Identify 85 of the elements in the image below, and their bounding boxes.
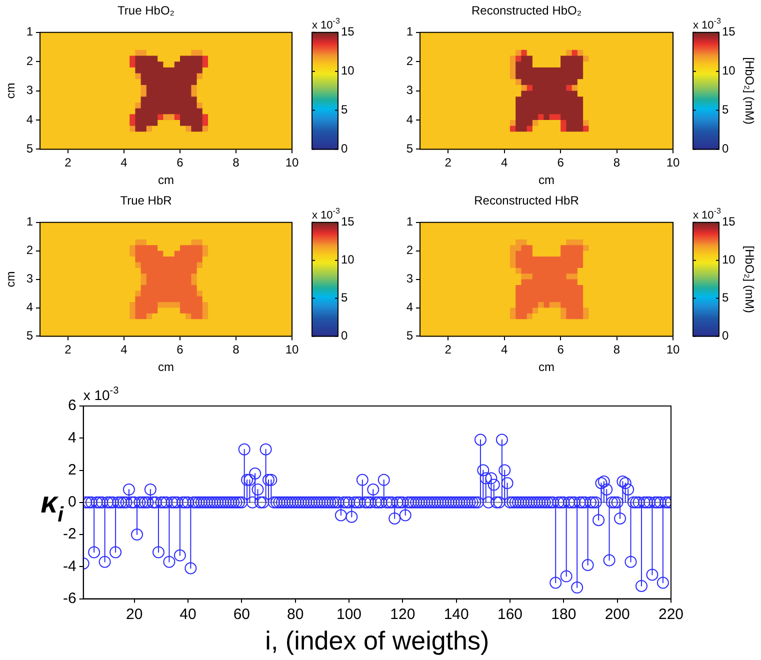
x-tick-label: 10 bbox=[285, 156, 299, 170]
chart-title: Reconstructed HbR bbox=[474, 194, 580, 208]
x-tick-label: 120 bbox=[390, 606, 416, 623]
y-tick-label: 2 bbox=[68, 461, 76, 478]
chart-title: True HbR bbox=[120, 194, 172, 208]
chart-title: True HbO₂ bbox=[118, 4, 175, 18]
y-tick-label: 0 bbox=[68, 494, 76, 511]
x-tick-label: 180 bbox=[551, 606, 576, 623]
x-axis-title: cm bbox=[538, 360, 554, 374]
x-tick-label: 20 bbox=[126, 606, 143, 623]
y-tick-label: -4 bbox=[62, 558, 76, 575]
y-tick-label: 4 bbox=[26, 300, 34, 314]
y-tick-label: 5 bbox=[26, 142, 34, 156]
color-bar-label: 15 bbox=[341, 24, 355, 39]
color-bar-label: 0 bbox=[341, 142, 348, 156]
x-tick-label: 2 bbox=[444, 342, 452, 357]
x-tick-label: 220 bbox=[658, 606, 684, 623]
color-bar-label: 0 bbox=[341, 328, 348, 343]
color-bar-label: 5 bbox=[722, 290, 729, 305]
x-tick-label: 8 bbox=[232, 156, 240, 170]
color-bar-label: 15 bbox=[341, 214, 355, 229]
x-axis-title: i, (index of weigths) bbox=[265, 626, 490, 656]
y-tick-label: 6 bbox=[68, 397, 76, 414]
color-bar-title: [HbO₂] (mM) bbox=[742, 57, 757, 124]
x-tick-label: 4 bbox=[500, 342, 508, 357]
y-tick-label: 3 bbox=[26, 83, 34, 98]
x-tick-label: 4 bbox=[120, 156, 128, 170]
y-axis-title: cm bbox=[4, 271, 18, 288]
y-axis-title: cm bbox=[4, 82, 18, 99]
x-tick-label: 6 bbox=[176, 156, 184, 170]
x-tick-label: 40 bbox=[180, 606, 196, 623]
x-tick-label: 60 bbox=[233, 606, 250, 623]
y-tick-label: 2 bbox=[26, 54, 34, 68]
y-tick-label: 1 bbox=[406, 214, 414, 229]
x-axis-title: cm bbox=[158, 173, 174, 188]
y-tick-label: 4 bbox=[406, 112, 414, 126]
y-tick-label: 4 bbox=[68, 429, 76, 446]
y-tick-label: 3 bbox=[26, 272, 34, 286]
y-tick-label: 5 bbox=[406, 328, 414, 343]
color-bar-label: 5 bbox=[341, 290, 348, 305]
x-tick-label: 100 bbox=[336, 606, 362, 623]
color-bar-label: 10 bbox=[722, 252, 736, 267]
color-bar-label: 15 bbox=[722, 214, 736, 229]
x-tick-label: 8 bbox=[613, 342, 620, 357]
y-tick-label: 3 bbox=[406, 83, 414, 98]
x-tick-label: 10 bbox=[666, 342, 680, 357]
y-tick-label: -2 bbox=[62, 526, 76, 543]
x-tick-label: 200 bbox=[604, 606, 630, 623]
x-tick-label: 6 bbox=[557, 342, 564, 357]
y-tick-label: 2 bbox=[26, 243, 34, 258]
x-tick-label: 10 bbox=[666, 156, 680, 170]
x-tick-label: 4 bbox=[500, 156, 508, 170]
x-tick-label: 8 bbox=[232, 342, 240, 357]
x-tick-label: 10 bbox=[285, 342, 299, 357]
x-tick-label: 160 bbox=[497, 606, 523, 623]
color-bar-title: [HbO₂] (mM) bbox=[742, 246, 757, 313]
x-tick-label: 8 bbox=[613, 156, 620, 170]
x-axis-title: cm bbox=[158, 360, 174, 374]
y-tick-label: 2 bbox=[406, 243, 414, 258]
y-tick-label: -6 bbox=[62, 590, 76, 607]
x-tick-label: 4 bbox=[120, 342, 128, 357]
x-tick-label: 140 bbox=[444, 606, 469, 623]
y-tick-label: 1 bbox=[406, 24, 414, 39]
chart-title: Reconstructed HbO₂ bbox=[471, 4, 582, 18]
color-bar-label: 10 bbox=[341, 252, 355, 267]
color-bar-label: 10 bbox=[341, 64, 355, 78]
y-tick-label: 2 bbox=[406, 54, 414, 68]
color-bar-label: 0 bbox=[722, 142, 729, 156]
y-tick-label: 5 bbox=[406, 142, 414, 156]
y-tick-label: 4 bbox=[26, 112, 34, 126]
color-bar-label: 15 bbox=[722, 24, 736, 39]
x-tick-label: 2 bbox=[444, 156, 452, 170]
y-tick-label: 5 bbox=[26, 328, 34, 343]
y-tick-label: 1 bbox=[26, 24, 34, 39]
color-bar-label: 0 bbox=[722, 328, 729, 343]
color-bar-label: 10 bbox=[722, 64, 736, 78]
color-bar-label: 5 bbox=[722, 102, 729, 117]
y-tick-label: 4 bbox=[406, 300, 414, 314]
y-tick-label: 3 bbox=[406, 272, 414, 286]
y-tick-label: 1 bbox=[26, 214, 34, 229]
x-tick-label: 6 bbox=[176, 342, 184, 357]
x-tick-label: 80 bbox=[286, 606, 304, 623]
x-axis-title: cm bbox=[538, 173, 554, 188]
color-bar-label: 5 bbox=[341, 102, 348, 117]
x-tick-label: 6 bbox=[557, 156, 564, 170]
